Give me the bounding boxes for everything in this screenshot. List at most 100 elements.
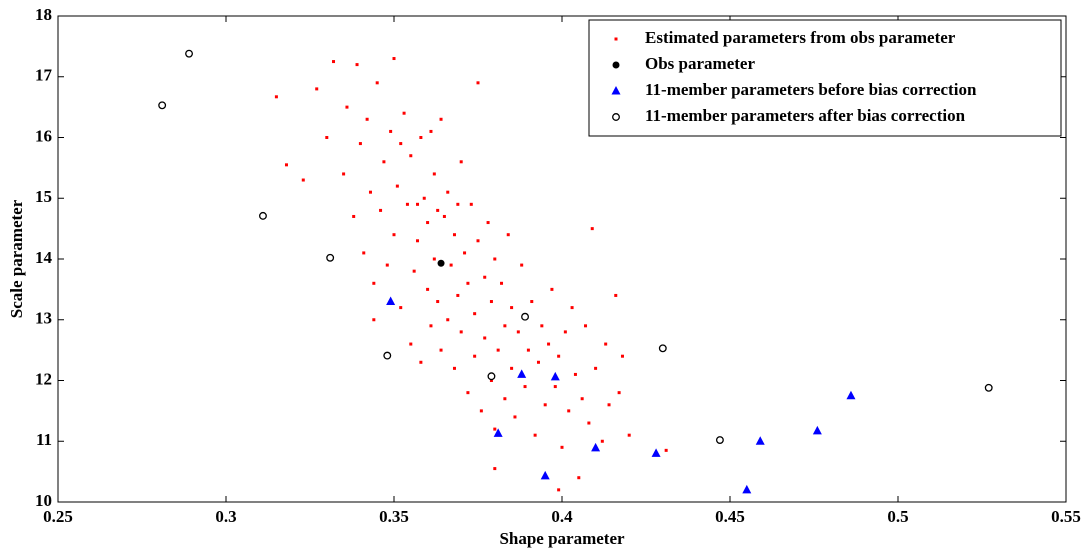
y-tick-label: 15 — [35, 187, 52, 206]
legend-marker — [614, 37, 618, 41]
point — [442, 214, 446, 218]
x-tick-label: 0.55 — [1051, 507, 1081, 526]
point — [493, 428, 503, 437]
point — [419, 360, 423, 364]
series — [274, 57, 668, 492]
point — [456, 202, 460, 206]
y-axis-label: Scale parameter — [7, 199, 26, 318]
point — [389, 129, 393, 133]
legend-box — [588, 19, 1062, 137]
point — [372, 281, 376, 285]
point — [540, 324, 544, 328]
point — [570, 306, 574, 310]
point — [577, 476, 581, 480]
y-tick-label: 16 — [35, 126, 52, 145]
point — [543, 403, 547, 407]
point — [479, 409, 483, 413]
point — [449, 263, 453, 267]
point — [459, 160, 463, 164]
point — [437, 259, 445, 267]
point — [284, 163, 288, 167]
point — [510, 306, 514, 310]
point — [446, 318, 450, 322]
point — [358, 142, 362, 146]
legend-marker — [612, 61, 620, 69]
y-tick-label: 17 — [35, 66, 53, 85]
point — [584, 324, 588, 328]
point — [416, 202, 420, 206]
point — [517, 369, 527, 378]
point — [520, 263, 524, 267]
point — [466, 281, 470, 285]
point — [466, 391, 470, 395]
point — [392, 57, 396, 61]
legend-label: 11-member parameters after bias correcti… — [645, 106, 966, 125]
point — [158, 101, 167, 110]
series — [386, 296, 856, 494]
point — [412, 269, 416, 273]
point — [362, 251, 366, 255]
point — [658, 344, 667, 353]
point — [547, 342, 551, 346]
point — [513, 415, 517, 419]
point — [812, 425, 822, 435]
point — [755, 436, 765, 445]
point — [500, 281, 504, 285]
y-tick-label: 12 — [35, 369, 52, 388]
point — [352, 214, 356, 218]
point — [476, 239, 480, 243]
point — [560, 445, 564, 449]
point — [426, 287, 430, 291]
point — [503, 324, 507, 328]
point — [557, 488, 561, 492]
point — [355, 63, 359, 67]
y-tick-label: 11 — [36, 430, 52, 449]
point — [620, 354, 624, 358]
point — [439, 348, 443, 352]
point — [550, 371, 560, 381]
point — [399, 142, 403, 146]
point — [617, 391, 621, 395]
point — [402, 111, 406, 115]
point — [493, 257, 497, 261]
point — [523, 385, 527, 389]
x-axis-label: Shape parameter — [499, 529, 625, 548]
point — [510, 366, 514, 370]
point — [274, 95, 278, 99]
point — [493, 427, 497, 431]
point — [526, 348, 530, 352]
point — [419, 136, 423, 139]
legend-label: Estimated parameters from obs parameter — [645, 28, 956, 47]
legend-label: 11-member parameters before bias correct… — [645, 80, 977, 99]
point — [386, 296, 396, 306]
point — [614, 293, 618, 297]
point — [326, 253, 335, 262]
point — [487, 372, 496, 381]
point — [483, 275, 487, 279]
point — [416, 239, 420, 243]
point — [503, 397, 507, 401]
point — [382, 160, 386, 164]
point — [429, 129, 433, 133]
point — [627, 433, 631, 437]
point — [301, 178, 305, 182]
point — [368, 190, 372, 194]
point — [342, 172, 346, 176]
point — [459, 330, 463, 334]
y-tick-label: 13 — [35, 309, 52, 328]
point — [429, 324, 433, 328]
point — [365, 117, 369, 121]
point — [392, 233, 396, 237]
point — [469, 202, 473, 206]
point — [651, 448, 661, 457]
legend-label: Obs parameter — [645, 54, 755, 73]
point — [587, 421, 591, 425]
point — [715, 436, 724, 444]
point — [521, 312, 529, 321]
y-tick-label: 18 — [35, 5, 52, 24]
point — [594, 366, 598, 370]
point — [446, 190, 450, 194]
point — [456, 293, 460, 297]
